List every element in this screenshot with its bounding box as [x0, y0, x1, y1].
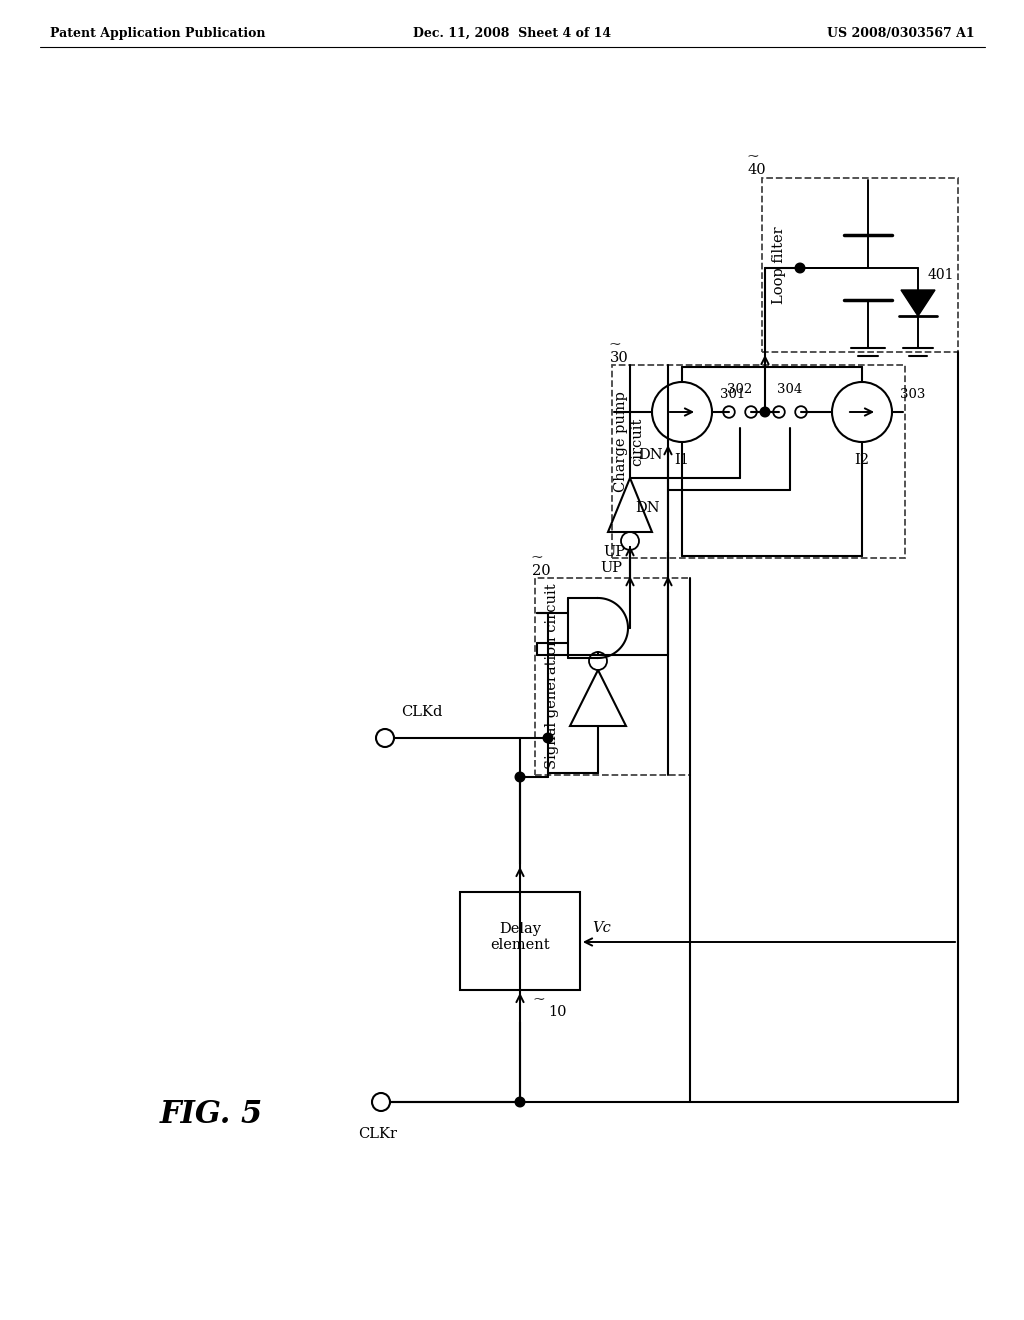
Text: 10: 10: [548, 1005, 566, 1019]
Text: DN: DN: [638, 447, 663, 462]
Text: Vc: Vc: [592, 921, 611, 935]
Bar: [762, 178, 958, 352]
Text: UP: UP: [603, 545, 625, 558]
Text: Dec. 11, 2008  Sheet 4 of 14: Dec. 11, 2008 Sheet 4 of 14: [413, 26, 611, 40]
Text: CLKd: CLKd: [401, 705, 442, 719]
Text: I2: I2: [854, 453, 869, 467]
Text: Loop filter: Loop filter: [772, 226, 786, 304]
Text: UP: UP: [600, 561, 622, 576]
Text: Signal generation circuit: Signal generation circuit: [545, 583, 559, 770]
Circle shape: [543, 733, 553, 743]
Circle shape: [796, 263, 805, 273]
Text: 301: 301: [720, 388, 745, 400]
Text: ~: ~: [530, 550, 543, 565]
Polygon shape: [901, 290, 935, 315]
Bar: [612, 366, 905, 558]
Bar: [460, 892, 580, 990]
Text: ~: ~: [746, 150, 759, 164]
Text: 304: 304: [777, 384, 803, 396]
Text: US 2008/0303567 A1: US 2008/0303567 A1: [827, 26, 975, 40]
Text: Patent Application Publication: Patent Application Publication: [50, 26, 265, 40]
Text: 20: 20: [532, 564, 551, 578]
Text: 40: 40: [748, 162, 767, 177]
Text: 303: 303: [900, 388, 926, 400]
Text: 30: 30: [610, 351, 629, 366]
Circle shape: [760, 407, 770, 417]
Text: 401: 401: [928, 268, 954, 282]
Text: ~: ~: [532, 993, 545, 1007]
Text: ~: ~: [608, 338, 621, 352]
Text: Charge pump
circuit: Charge pump circuit: [614, 391, 644, 492]
Bar: [535, 578, 690, 775]
Text: FIG. 5: FIG. 5: [160, 1100, 263, 1130]
Text: 302: 302: [727, 384, 753, 396]
Circle shape: [515, 772, 524, 781]
Text: I1: I1: [675, 453, 689, 467]
Text: Delay
element: Delay element: [490, 921, 550, 952]
Circle shape: [515, 1097, 524, 1106]
Text: DN: DN: [635, 502, 660, 515]
Text: CLKr: CLKr: [358, 1127, 397, 1140]
